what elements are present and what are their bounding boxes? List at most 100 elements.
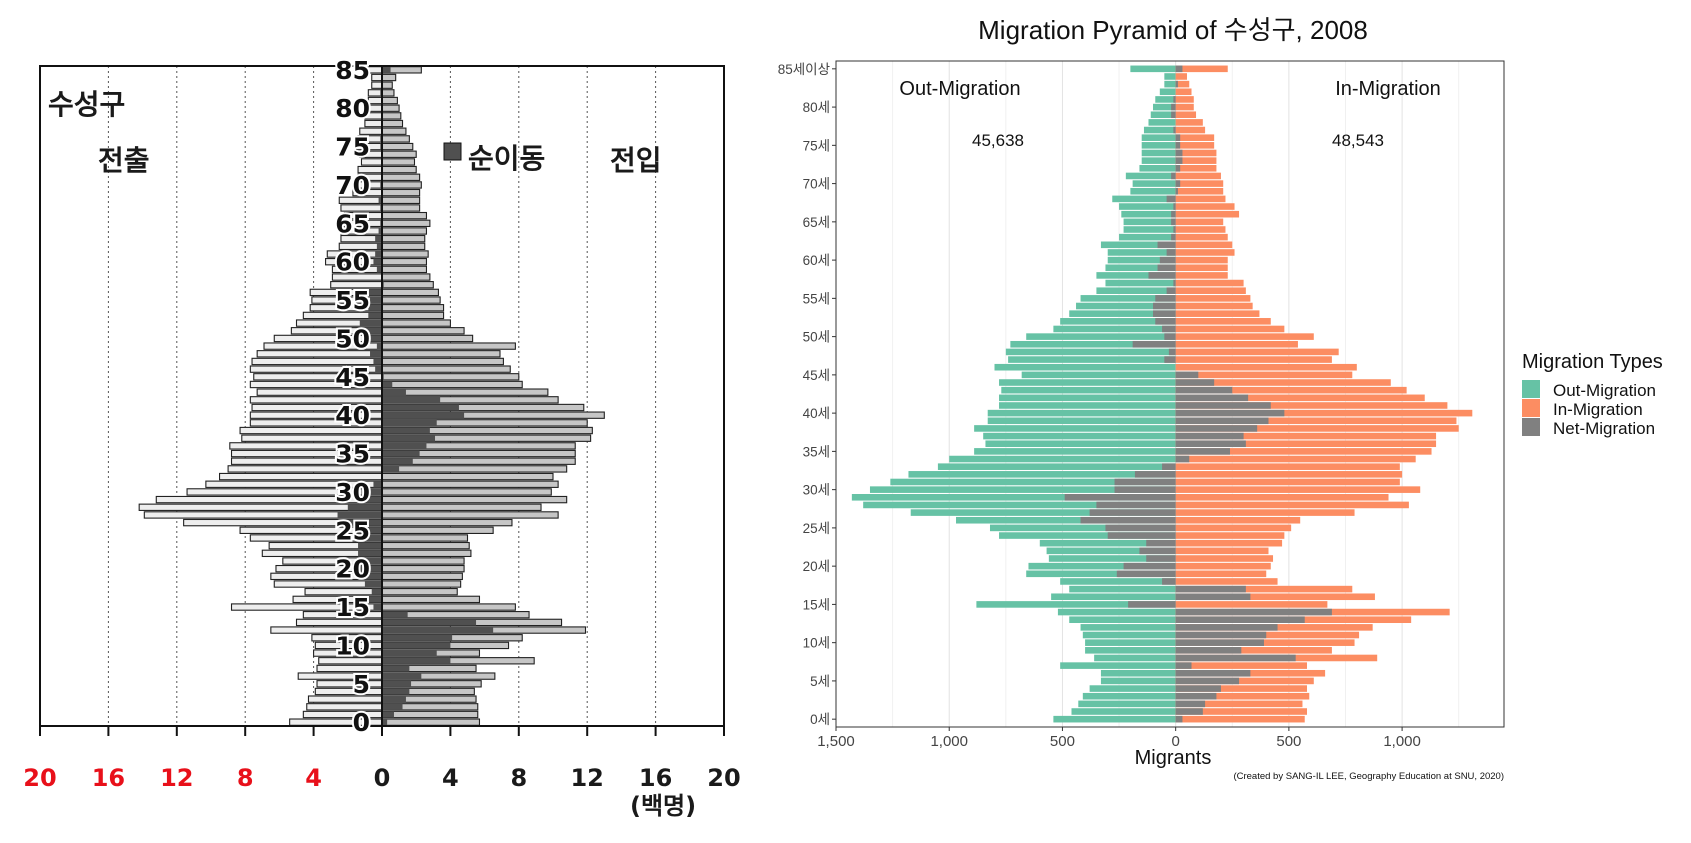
left-net-bar (382, 657, 451, 664)
right-in-bar (1175, 501, 1409, 509)
right-in-bar (1175, 249, 1235, 256)
right-net-bar (1159, 256, 1176, 264)
left-in-bar (381, 311, 445, 320)
right-net-bar (1173, 203, 1176, 210)
left-y-tick-label: 30 (335, 478, 370, 507)
left-x-tick-label: 0 (374, 764, 391, 792)
right-net-bar (1175, 371, 1199, 379)
right-out-bar (1153, 103, 1176, 111)
right-net-bar (1175, 608, 1332, 616)
left-net-bar (376, 243, 382, 250)
left-net-bar (361, 327, 382, 334)
left-in-bar (381, 380, 523, 389)
right-in-bar (1175, 539, 1283, 547)
left-in-bar (381, 580, 462, 588)
left-in-bar (381, 150, 417, 158)
left-in-bar (381, 710, 479, 719)
left-legend-swatch (443, 142, 462, 161)
right-net-bar (1162, 325, 1176, 333)
right-net-bar (1175, 692, 1217, 700)
right-out-bar (1139, 165, 1176, 172)
left-in-bar (381, 188, 421, 197)
right-out-bar (976, 601, 1176, 608)
right-pyramid-chart: Migration Pyramid of 수성구, 2008 0세 5세 10세 15… (778, 15, 1663, 782)
right-net-bar (1166, 287, 1176, 294)
annotation-out-migration: Out-Migration (899, 78, 1020, 100)
left-net-bar (382, 66, 391, 73)
right-net-bar (1173, 226, 1176, 233)
right-in-bar (1175, 402, 1448, 409)
left-in-bar (381, 541, 470, 550)
left-x-tick-label: 20 (707, 764, 740, 792)
left-y-tick-label: 65 (335, 209, 370, 238)
right-out-bar (1082, 631, 1176, 639)
right-out-bar (1076, 302, 1176, 310)
right-net-bar (1162, 578, 1176, 585)
right-out-bar (890, 478, 1176, 486)
right-out-bar (1141, 149, 1176, 157)
left-x-tick-label: 20 (23, 764, 56, 792)
left-net-bar (368, 304, 382, 311)
right-net-bar (1123, 562, 1176, 570)
right-net-bar (1139, 547, 1176, 555)
right-y-tick-label: 70세 (803, 177, 830, 192)
left-net-bar (382, 688, 410, 695)
right-in-bar (1175, 149, 1217, 157)
left-in-bar (381, 196, 421, 204)
right-net-bar (1175, 417, 1269, 425)
right-net-bar (1175, 165, 1181, 172)
left-out-bar (367, 96, 383, 105)
right-out-bar (1080, 295, 1176, 302)
right-net-bar (1175, 631, 1267, 639)
left-in-bar (381, 296, 441, 304)
left-in-bar (381, 588, 458, 596)
left-in-bar (381, 511, 559, 519)
right-in-bar (1175, 585, 1353, 593)
right-y-tick-label: 10세 (803, 636, 830, 651)
right-in-bar (1175, 325, 1285, 333)
right-in-bar (1175, 509, 1355, 516)
right-in-bar (1175, 601, 1328, 608)
right-out-bar (1123, 218, 1176, 226)
left-out-bar (371, 81, 383, 89)
right-in-bar (1175, 417, 1457, 425)
right-in-bar (1175, 218, 1224, 226)
left-in-bar (381, 319, 451, 327)
right-net-bar (1175, 440, 1246, 448)
right-out-bar (863, 501, 1176, 509)
left-out-bar (367, 89, 383, 97)
right-net-bar (1175, 409, 1285, 417)
right-out-bar (851, 494, 1176, 501)
left-net-bar (378, 197, 382, 204)
left-net-bar (347, 504, 382, 511)
right-net-bar (1114, 478, 1176, 486)
right-out-bar (1148, 119, 1176, 126)
left-y-tick-label: 75 (335, 133, 370, 162)
right-in-bar (1175, 241, 1233, 249)
right-in-bar (1175, 142, 1215, 149)
left-x-unit-label: (백명) (630, 792, 696, 820)
right-in-bar (1175, 310, 1260, 317)
right-out-bar (1053, 715, 1176, 723)
right-in-bar (1175, 455, 1416, 463)
legend-label-in: In-Migration (1553, 400, 1643, 419)
left-in-bar (381, 265, 428, 274)
right-y-tick-labels: 0세 5세 10세 15세 20세 25세 30세 35세 40세 45세 50세 55세 60세 65세… (778, 62, 836, 727)
left-net-bar (382, 465, 400, 473)
right-out-bar (1141, 142, 1176, 149)
left-net-bar (382, 450, 420, 457)
right-in-bar (1175, 677, 1314, 685)
right-net-bar (1128, 601, 1176, 608)
right-in-bar (1175, 65, 1228, 73)
left-net-bar (354, 527, 382, 534)
right-out-bar (1060, 578, 1176, 585)
right-net-bar (1175, 616, 1305, 623)
right-in-bar (1175, 662, 1307, 669)
left-in-bar (381, 549, 472, 558)
right-net-bar (1175, 432, 1244, 440)
left-in-bar (381, 334, 474, 343)
right-in-bar (1175, 555, 1274, 562)
left-y-tick-label: 35 (335, 440, 370, 469)
left-net-bar (358, 573, 382, 580)
left-x-tick-label: 4 (442, 764, 459, 792)
